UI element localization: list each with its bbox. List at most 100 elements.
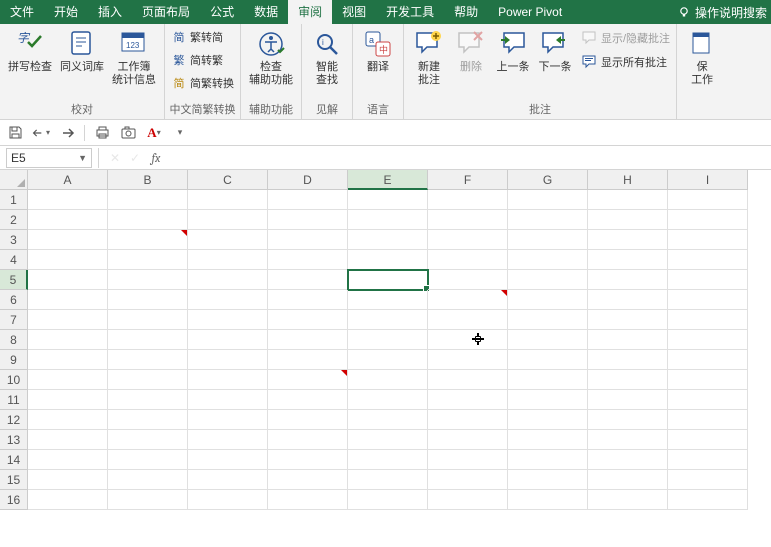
- camera-button[interactable]: [119, 124, 137, 142]
- simp-to-trad-button[interactable]: 繁 简转繁: [169, 51, 236, 69]
- cell[interactable]: [428, 490, 508, 510]
- name-box[interactable]: E5 ▼: [6, 148, 92, 168]
- translate-button[interactable]: a中 翻译: [357, 26, 399, 76]
- cell[interactable]: [588, 370, 668, 390]
- menu-tab-0[interactable]: 文件: [0, 0, 44, 24]
- cell[interactable]: [108, 270, 188, 290]
- cell[interactable]: [428, 410, 508, 430]
- row-header[interactable]: 4: [0, 250, 28, 270]
- cell[interactable]: [348, 290, 428, 310]
- cell[interactable]: [588, 290, 668, 310]
- cell[interactable]: [188, 190, 268, 210]
- cell[interactable]: [588, 270, 668, 290]
- cell[interactable]: [588, 490, 668, 510]
- cell[interactable]: [668, 450, 748, 470]
- cell[interactable]: [28, 450, 108, 470]
- cell[interactable]: [108, 470, 188, 490]
- cell[interactable]: [28, 270, 108, 290]
- cell[interactable]: [108, 210, 188, 230]
- row-header[interactable]: 12: [0, 410, 28, 430]
- cell[interactable]: [188, 330, 268, 350]
- cell[interactable]: [28, 210, 108, 230]
- protect-sheet-button[interactable]: 保 工作: [681, 26, 723, 89]
- cell[interactable]: [108, 490, 188, 510]
- cell[interactable]: [668, 290, 748, 310]
- cell[interactable]: [28, 310, 108, 330]
- cell[interactable]: [508, 410, 588, 430]
- cell[interactable]: [588, 210, 668, 230]
- cell[interactable]: [268, 350, 348, 370]
- row-header[interactable]: 3: [0, 230, 28, 250]
- cell[interactable]: [428, 370, 508, 390]
- show-all-comments-button[interactable]: 显示所有批注: [580, 53, 672, 71]
- cell[interactable]: [28, 190, 108, 210]
- cell[interactable]: [28, 390, 108, 410]
- cell[interactable]: [668, 390, 748, 410]
- cancel-formula-button[interactable]: ✕: [105, 151, 125, 165]
- cell[interactable]: [668, 330, 748, 350]
- column-header[interactable]: D: [268, 170, 348, 190]
- cell[interactable]: [348, 250, 428, 270]
- thesaurus-button[interactable]: 同义词库: [56, 26, 108, 76]
- cell[interactable]: [28, 230, 108, 250]
- cell[interactable]: [188, 210, 268, 230]
- cell[interactable]: [268, 370, 348, 390]
- cell[interactable]: [348, 390, 428, 410]
- row-header[interactable]: 5: [0, 270, 28, 290]
- cell[interactable]: [268, 470, 348, 490]
- cell[interactable]: [188, 390, 268, 410]
- cell[interactable]: [268, 210, 348, 230]
- cell[interactable]: [428, 250, 508, 270]
- cell[interactable]: [428, 210, 508, 230]
- cell[interactable]: [268, 430, 348, 450]
- cell[interactable]: [188, 230, 268, 250]
- cell[interactable]: [268, 390, 348, 410]
- row-header[interactable]: 7: [0, 310, 28, 330]
- menu-tab-1[interactable]: 开始: [44, 0, 88, 24]
- cell[interactable]: [108, 330, 188, 350]
- cell[interactable]: [588, 410, 668, 430]
- cell[interactable]: [668, 210, 748, 230]
- cell[interactable]: [268, 410, 348, 430]
- cell[interactable]: [268, 490, 348, 510]
- cell[interactable]: [588, 250, 668, 270]
- cell[interactable]: [668, 490, 748, 510]
- cell[interactable]: [188, 450, 268, 470]
- cell[interactable]: [348, 450, 428, 470]
- font-color-button[interactable]: A▾: [145, 124, 163, 142]
- cell[interactable]: [348, 210, 428, 230]
- column-header[interactable]: C: [188, 170, 268, 190]
- formula-input[interactable]: [165, 148, 771, 168]
- cell[interactable]: [28, 430, 108, 450]
- cell[interactable]: [508, 230, 588, 250]
- trad-to-simp-button[interactable]: 简 繁转简: [169, 28, 236, 46]
- cell[interactable]: [508, 490, 588, 510]
- cell[interactable]: [668, 370, 748, 390]
- next-comment-button[interactable]: 下一条: [534, 26, 576, 76]
- tell-me[interactable]: 操作说明搜索: [677, 4, 771, 21]
- new-comment-button[interactable]: 新建 批注: [408, 26, 450, 89]
- cell[interactable]: [508, 350, 588, 370]
- cell[interactable]: [428, 390, 508, 410]
- menu-tab-2[interactable]: 插入: [88, 0, 132, 24]
- cell[interactable]: [28, 250, 108, 270]
- cell[interactable]: [108, 310, 188, 330]
- workbook-stats-button[interactable]: 123 工作簿 统计信息: [108, 26, 160, 89]
- cell[interactable]: [108, 390, 188, 410]
- menu-tab-3[interactable]: 页面布局: [132, 0, 200, 24]
- cell[interactable]: [108, 430, 188, 450]
- column-header[interactable]: I: [668, 170, 748, 190]
- cell[interactable]: [668, 410, 748, 430]
- cell[interactable]: [508, 390, 588, 410]
- cell[interactable]: [188, 250, 268, 270]
- row-header[interactable]: 15: [0, 470, 28, 490]
- cell[interactable]: [508, 470, 588, 490]
- cell[interactable]: [348, 310, 428, 330]
- cell[interactable]: [348, 190, 428, 210]
- row-header[interactable]: 11: [0, 390, 28, 410]
- cell[interactable]: [348, 370, 428, 390]
- cell[interactable]: [668, 350, 748, 370]
- cell[interactable]: [348, 330, 428, 350]
- column-header[interactable]: H: [588, 170, 668, 190]
- select-all-button[interactable]: [0, 170, 28, 190]
